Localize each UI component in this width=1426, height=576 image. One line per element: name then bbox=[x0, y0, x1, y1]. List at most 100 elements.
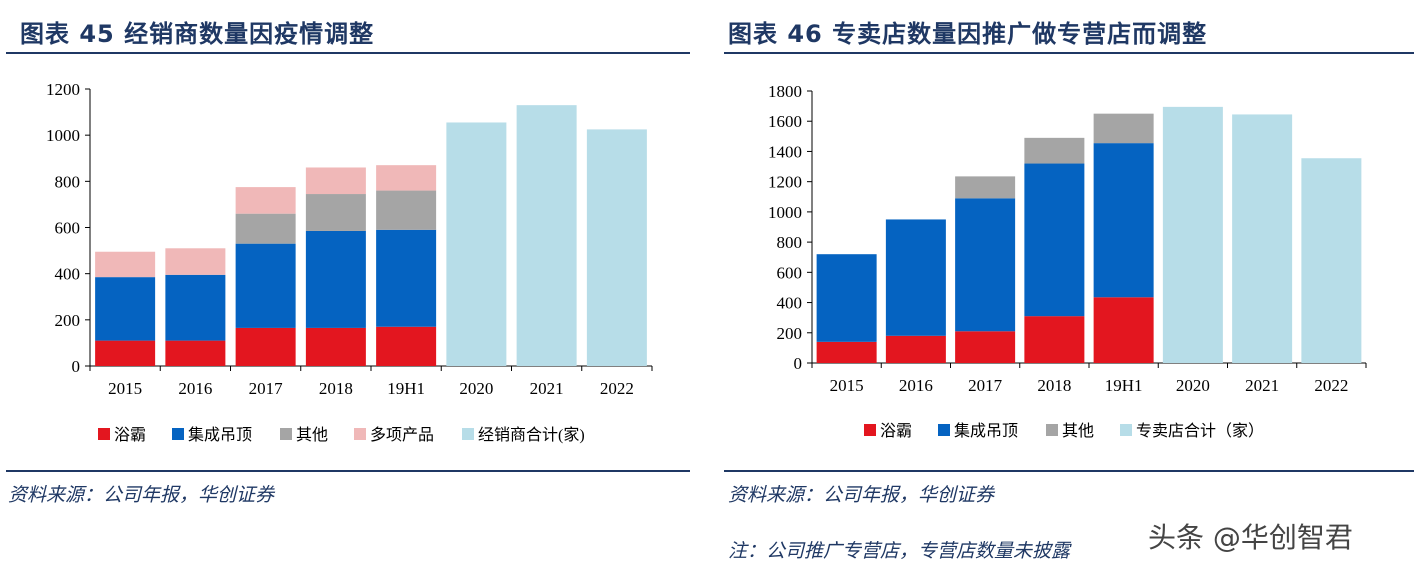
x-tick-label: 2017 bbox=[968, 376, 1003, 395]
y-tick-label: 1200 bbox=[46, 80, 80, 99]
left-source-rule bbox=[6, 470, 690, 472]
legend-swatch bbox=[280, 428, 292, 440]
bar-浴霸 bbox=[1024, 316, 1085, 363]
right-chart-title: 图表 46 专卖店数量因推广做专营店而调整 bbox=[728, 20, 1208, 48]
bar-浴霸 bbox=[885, 335, 946, 363]
right-chart: 0 200 400 600 800 1000 1200 1400 1600 1800 2015 201… bbox=[768, 82, 1367, 440]
bar-其他 bbox=[235, 213, 296, 244]
legend-swatch bbox=[462, 428, 474, 440]
bar-集成吊顶 bbox=[955, 198, 1016, 332]
legend-label: 集成吊顶 bbox=[954, 422, 1018, 440]
y-tick-label: 1000 bbox=[46, 126, 80, 145]
legend-label: 经销商合计(家) bbox=[478, 426, 585, 444]
bar-专卖店合计（家） bbox=[1162, 106, 1223, 363]
bar-多项产品 bbox=[376, 165, 437, 191]
legend-swatch bbox=[1046, 424, 1058, 436]
bar-多项产品 bbox=[235, 187, 296, 214]
legend-swatch bbox=[1120, 424, 1132, 436]
left-chart-title: 图表 45 经销商数量因疫情调整 bbox=[20, 20, 375, 48]
x-tick-label: 2020 bbox=[1176, 376, 1210, 395]
legend-label: 其他 bbox=[1062, 422, 1094, 440]
bar-集成吊顶 bbox=[95, 277, 156, 341]
legend-label: 专卖店合计（家） bbox=[1136, 422, 1264, 440]
bar-经销商合计(家) bbox=[446, 122, 507, 367]
x-tick-label: 19H1 bbox=[1105, 376, 1143, 395]
bar-浴霸 bbox=[165, 340, 226, 366]
bar-浴霸 bbox=[235, 327, 296, 366]
bar-专卖店合计（家） bbox=[1232, 114, 1293, 363]
y-tick-label: 400 bbox=[777, 294, 803, 313]
y-tick-label: 0 bbox=[794, 354, 803, 373]
x-tick-label: 2020 bbox=[459, 379, 493, 398]
x-tick-label: 2022 bbox=[1314, 376, 1348, 395]
y-tick-label: 200 bbox=[777, 324, 803, 343]
right-title-rule bbox=[724, 52, 1414, 54]
y-tick-label: 1000 bbox=[768, 203, 802, 222]
y-tick-label: 800 bbox=[777, 233, 803, 252]
legend-swatch bbox=[98, 428, 110, 440]
x-tick-label: 2017 bbox=[249, 379, 284, 398]
y-tick-label: 1200 bbox=[768, 173, 802, 192]
legend-swatch bbox=[172, 428, 184, 440]
bar-浴霸 bbox=[376, 326, 437, 366]
x-tick-label: 19H1 bbox=[387, 379, 425, 398]
bar-集成吊顶 bbox=[305, 230, 366, 328]
y-tick-label: 400 bbox=[55, 265, 81, 284]
y-tick-label: 1400 bbox=[768, 142, 802, 161]
bar-多项产品 bbox=[165, 248, 226, 275]
y-tick-label: 1800 bbox=[768, 82, 802, 101]
bar-其他 bbox=[1024, 137, 1085, 164]
x-tick-label: 2018 bbox=[319, 379, 353, 398]
bar-经销商合计(家) bbox=[516, 105, 577, 367]
y-tick-label: 600 bbox=[55, 219, 81, 238]
bar-浴霸 bbox=[95, 340, 156, 366]
legend-label: 浴霸 bbox=[880, 422, 912, 440]
left-source-text: 资料来源：公司年报，华创证券 bbox=[8, 484, 275, 506]
legend-label: 多项产品 bbox=[370, 426, 434, 444]
bar-多项产品 bbox=[305, 167, 366, 195]
bar-集成吊顶 bbox=[235, 243, 296, 328]
bar-浴霸 bbox=[305, 327, 366, 366]
legend-label: 其他 bbox=[296, 426, 328, 444]
bar-集成吊顶 bbox=[1093, 143, 1154, 298]
x-tick-label: 2022 bbox=[600, 379, 634, 398]
x-tick-label: 2015 bbox=[108, 379, 142, 398]
bar-浴霸 bbox=[955, 331, 1016, 363]
bar-其他 bbox=[376, 190, 437, 230]
legend-label: 浴霸 bbox=[114, 426, 146, 444]
bar-其他 bbox=[1093, 113, 1154, 144]
legend-swatch bbox=[864, 424, 876, 436]
bar-集成吊顶 bbox=[376, 229, 437, 327]
x-tick-label: 2016 bbox=[178, 379, 212, 398]
bar-集成吊顶 bbox=[885, 219, 946, 336]
right-footnote: 注：公司推广专营店，专营店数量未披露 bbox=[728, 540, 1071, 562]
left-chart: 0 200 400 600 800 1000 1200 2015 2016 2017 2018 19H… bbox=[46, 80, 653, 444]
watermark-logo: 头条 @华创智君 bbox=[1148, 521, 1353, 554]
left-title-rule bbox=[6, 52, 690, 54]
bar-集成吊顶 bbox=[1024, 163, 1085, 317]
bar-专卖店合计（家） bbox=[1301, 158, 1362, 363]
x-tick-label: 2021 bbox=[1245, 376, 1279, 395]
x-tick-label: 2018 bbox=[1037, 376, 1071, 395]
bar-多项产品 bbox=[95, 251, 156, 278]
right-source-rule bbox=[724, 470, 1414, 472]
y-tick-label: 0 bbox=[72, 357, 81, 376]
y-tick-label: 200 bbox=[55, 311, 81, 330]
bar-其他 bbox=[955, 176, 1016, 199]
legend-swatch bbox=[354, 428, 366, 440]
right-source-text: 资料来源：公司年报，华创证券 bbox=[728, 484, 995, 506]
bar-浴霸 bbox=[1093, 297, 1154, 363]
y-tick-label: 600 bbox=[777, 263, 803, 282]
bar-其他 bbox=[305, 194, 366, 231]
x-tick-label: 2016 bbox=[899, 376, 933, 395]
bar-集成吊顶 bbox=[165, 274, 226, 341]
x-tick-label: 2015 bbox=[830, 376, 864, 395]
x-tick-label: 2021 bbox=[530, 379, 564, 398]
bar-浴霸 bbox=[816, 341, 877, 363]
bar-集成吊顶 bbox=[816, 254, 877, 342]
y-tick-label: 1600 bbox=[768, 112, 802, 131]
legend-swatch bbox=[938, 424, 950, 436]
legend-label: 集成吊顶 bbox=[188, 426, 252, 444]
bar-经销商合计(家) bbox=[586, 129, 647, 366]
y-tick-label: 800 bbox=[55, 172, 81, 191]
